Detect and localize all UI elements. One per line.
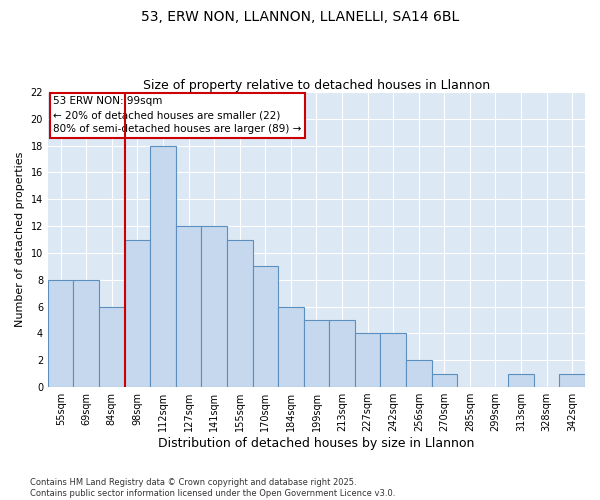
Bar <box>380 334 406 387</box>
Bar <box>431 374 457 387</box>
Bar <box>150 146 176 387</box>
Bar <box>329 320 355 387</box>
Text: Contains HM Land Registry data © Crown copyright and database right 2025.
Contai: Contains HM Land Registry data © Crown c… <box>30 478 395 498</box>
Bar <box>125 240 150 387</box>
Bar <box>304 320 329 387</box>
Bar <box>559 374 585 387</box>
Bar <box>278 306 304 387</box>
Bar <box>508 374 534 387</box>
Bar <box>73 280 99 387</box>
Text: 53, ERW NON, LLANNON, LLANELLI, SA14 6BL: 53, ERW NON, LLANNON, LLANELLI, SA14 6BL <box>141 10 459 24</box>
Bar <box>227 240 253 387</box>
X-axis label: Distribution of detached houses by size in Llannon: Distribution of detached houses by size … <box>158 437 475 450</box>
Y-axis label: Number of detached properties: Number of detached properties <box>15 152 25 327</box>
Bar <box>406 360 431 387</box>
Text: 53 ERW NON: 99sqm
← 20% of detached houses are smaller (22)
80% of semi-detached: 53 ERW NON: 99sqm ← 20% of detached hous… <box>53 96 302 134</box>
Title: Size of property relative to detached houses in Llannon: Size of property relative to detached ho… <box>143 79 490 92</box>
Bar <box>176 226 202 387</box>
Bar <box>253 266 278 387</box>
Bar <box>355 334 380 387</box>
Bar <box>202 226 227 387</box>
Bar <box>99 306 125 387</box>
Bar <box>48 280 73 387</box>
